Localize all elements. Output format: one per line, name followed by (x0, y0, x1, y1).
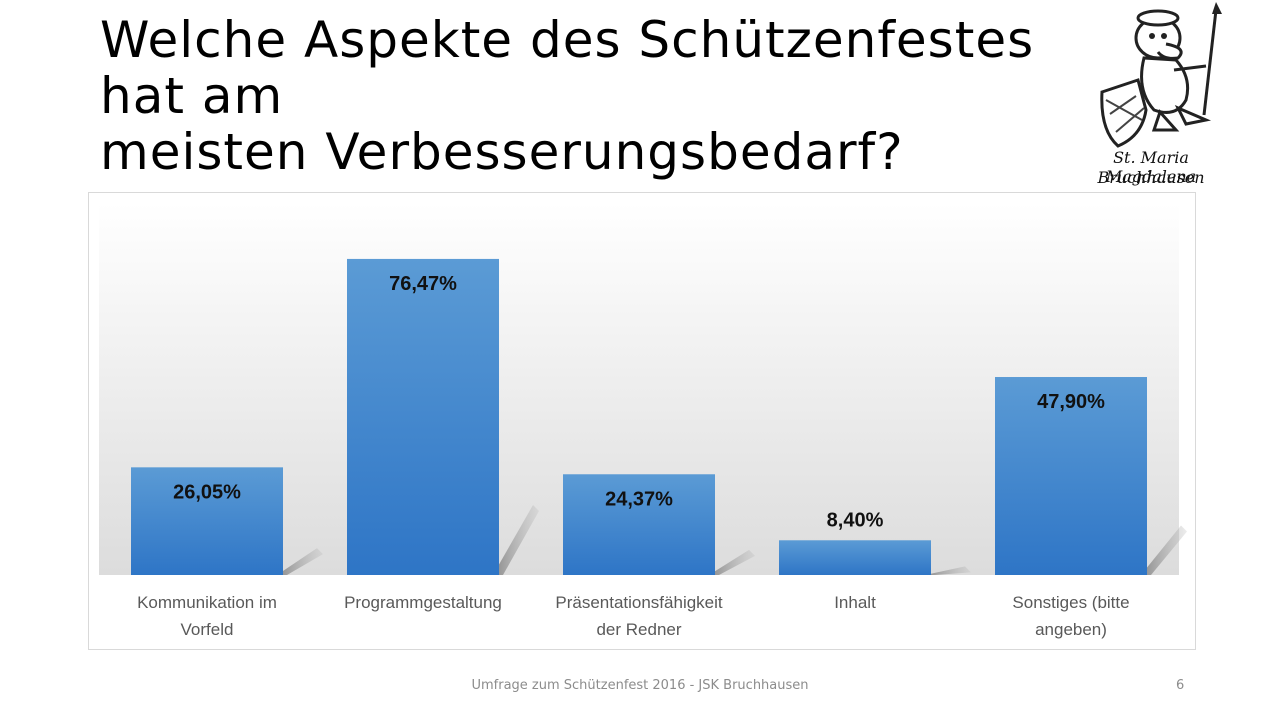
data-label-1: 76,47% (389, 273, 457, 295)
data-label-3: 8,40% (827, 509, 884, 531)
category-label-3-0: Inhalt (834, 593, 876, 612)
category-label-0-0: Kommunikation im (137, 593, 277, 612)
bar-shadow (277, 548, 323, 575)
bar-chart: 26,05% 76,47% 24,37% 8,40% 47,90% Kommunikat… (88, 192, 1196, 650)
category-label-2-0: Präsentationsfähigkeit (555, 593, 723, 612)
bar-2 (563, 474, 715, 575)
title-line-2: hat am (100, 67, 284, 125)
club-logo: St. Maria Magdalena Bruchhausen (1066, 0, 1236, 192)
bar-shadow (925, 566, 971, 575)
data-label-0: 26,05% (173, 481, 241, 503)
category-label-2-1: der Redner (596, 620, 681, 639)
bar-shadow (493, 505, 539, 575)
bar-4 (995, 377, 1147, 575)
category-label-1-0: Programmgestaltung (344, 593, 502, 612)
logo-text-line-2: Bruchhausen (1097, 168, 1205, 187)
bar-1 (347, 258, 499, 575)
bar-0 (131, 467, 283, 575)
category-label-0-1: Vorfeld (181, 620, 234, 639)
footer-text: Umfrage zum Schützenfest 2016 - JSK Bruc… (471, 678, 809, 693)
title-line-1: Welche Aspekte des Schützenfestes (100, 11, 1035, 69)
data-label-4: 47,90% (1037, 391, 1105, 413)
chart-canvas: 26,05% 76,47% 24,37% 8,40% 47,90% Kommunikat… (99, 203, 1187, 639)
duck-rifleman-crest-icon (1100, 2, 1222, 148)
category-label-4-1: angeben) (1035, 620, 1107, 639)
bar-shadow (1141, 525, 1187, 575)
data-label-2: 24,37% (605, 488, 673, 510)
bar-3 (779, 540, 931, 575)
category-label-4-0: Sonstiges (bitte (1012, 593, 1129, 612)
title-line-3: meisten Verbesserungsbedarf? (100, 123, 904, 181)
page-number: 6 (1176, 678, 1185, 693)
logo-text-line-1: St. Maria Magdalena (1105, 148, 1197, 186)
slide-title: Welche Aspekte des Schützenfestes hat am… (100, 12, 1100, 180)
bar-shadow (709, 549, 755, 575)
